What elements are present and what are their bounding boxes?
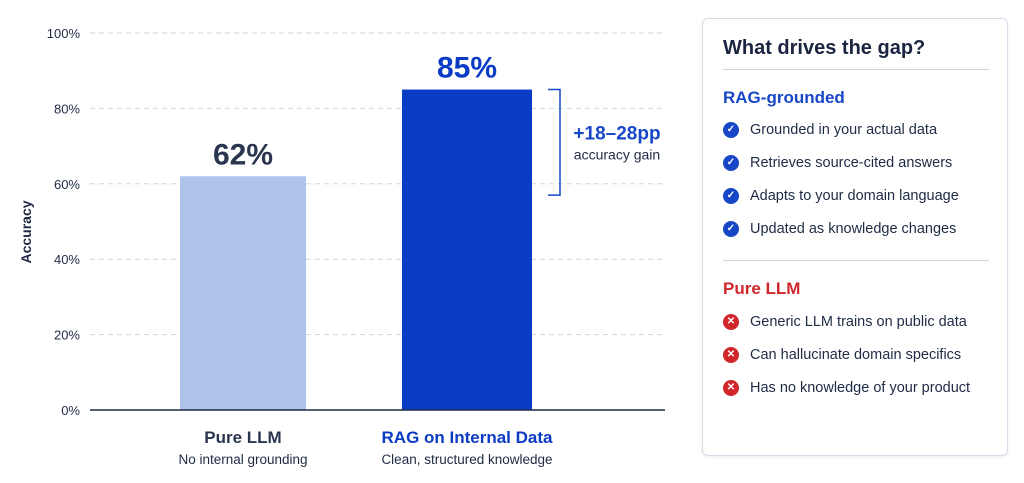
y-axis-label: Accuracy [18, 200, 34, 263]
pure-item: ✕ Can hallucinate domain specifics [723, 347, 961, 363]
category-subtitle: No internal grounding [178, 452, 307, 467]
pure-llm-heading: Pure LLM [723, 279, 801, 298]
pure-item-label: Has no knowledge of your product [750, 380, 971, 396]
check-circle-icon: ✓ [723, 188, 739, 204]
rag-item: ✓ Adapts to your domain language [723, 188, 959, 204]
rag-item-label: Grounded in your actual data [750, 122, 938, 138]
x-circle-icon: ✕ [723, 314, 739, 330]
gridlines [90, 32, 665, 336]
check-circle-icon: ✓ [723, 221, 739, 237]
rag-item: ✓ Updated as knowledge changes [723, 221, 956, 237]
gap-explanation-panel: What drives the gap? RAG-grounded ✓ Grou… [702, 18, 1008, 456]
category-label: RAG on Internal Data [382, 428, 554, 447]
gap-annotation-label: accuracy gain [574, 146, 660, 162]
pure-item-label: Generic LLM trains on public data [750, 314, 967, 330]
pure-item: ✕ Generic LLM trains on public data [723, 314, 967, 330]
bar-data-label: 85% [437, 52, 497, 85]
category-label: Pure LLM [204, 428, 281, 447]
rag-item-label: Updated as knowledge changes [750, 221, 957, 237]
y-tick-label: 0% [61, 403, 80, 418]
y-tick-label: 20% [54, 328, 80, 343]
accuracy-bar-chart: 0% 20% 40% 60% 80% 100% Accuracy 62% 85% Pure … [18, 26, 665, 467]
bar [402, 89, 532, 411]
check-circle-icon: ✓ [723, 122, 739, 138]
check-circle-icon: ✓ [723, 155, 739, 171]
y-tick-label: 80% [54, 101, 80, 116]
bar-data-label: 62% [213, 138, 273, 171]
rag-item-label: Adapts to your domain language [750, 188, 959, 204]
y-tick-label: 60% [54, 177, 80, 192]
pure-item: ✕ Has no knowledge of your product [723, 380, 970, 396]
bar [180, 176, 306, 410]
divider [723, 69, 989, 70]
x-circle-icon: ✕ [723, 347, 739, 363]
bars [180, 89, 532, 411]
rag-item: ✓ Grounded in your actual data [723, 122, 937, 138]
gap-bracket [548, 88, 561, 196]
y-tick-label: 100% [47, 26, 81, 41]
bar-data-labels: 62% 85% [213, 52, 497, 172]
rag-grounded-heading: RAG-grounded [723, 88, 845, 107]
category-subtitle: Clean, structured knowledge [381, 452, 552, 467]
gap-annotation-value: +18–28pp [573, 123, 660, 144]
panel-title: What drives the gap? [723, 37, 926, 59]
y-tick-labels: 0% 20% 40% 60% 80% 100% [47, 26, 81, 418]
x-circle-icon: ✕ [723, 380, 739, 396]
category-labels: Pure LLM No internal grounding RAG on Inte… [178, 428, 553, 467]
y-tick-label: 40% [54, 252, 80, 267]
rag-item: ✓ Retrieves source-cited answers [723, 155, 952, 171]
divider [723, 260, 989, 261]
pure-item-label: Can hallucinate domain specifics [750, 347, 962, 363]
rag-item-label: Retrieves source-cited answers [750, 155, 953, 171]
